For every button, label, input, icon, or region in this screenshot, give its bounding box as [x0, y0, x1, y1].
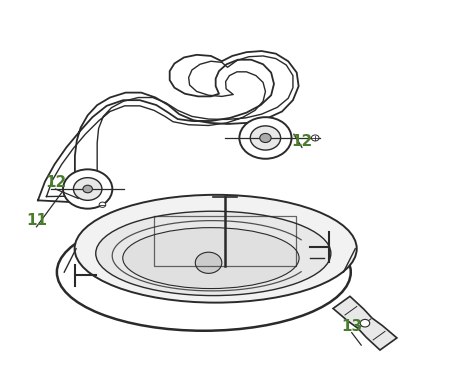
- Circle shape: [195, 252, 222, 273]
- Text: 11: 11: [26, 213, 47, 228]
- Circle shape: [83, 185, 92, 193]
- Polygon shape: [333, 296, 397, 350]
- Ellipse shape: [123, 228, 299, 288]
- Ellipse shape: [96, 211, 331, 296]
- Circle shape: [360, 319, 370, 327]
- Text: 13: 13: [341, 319, 363, 334]
- Text: 12: 12: [292, 133, 313, 149]
- Ellipse shape: [74, 195, 357, 303]
- Circle shape: [260, 133, 271, 143]
- Circle shape: [311, 135, 319, 141]
- Circle shape: [250, 126, 281, 150]
- Circle shape: [73, 178, 102, 200]
- Circle shape: [63, 169, 112, 209]
- Text: 12: 12: [45, 175, 66, 190]
- Ellipse shape: [57, 214, 351, 331]
- Circle shape: [99, 202, 106, 208]
- Circle shape: [239, 117, 292, 159]
